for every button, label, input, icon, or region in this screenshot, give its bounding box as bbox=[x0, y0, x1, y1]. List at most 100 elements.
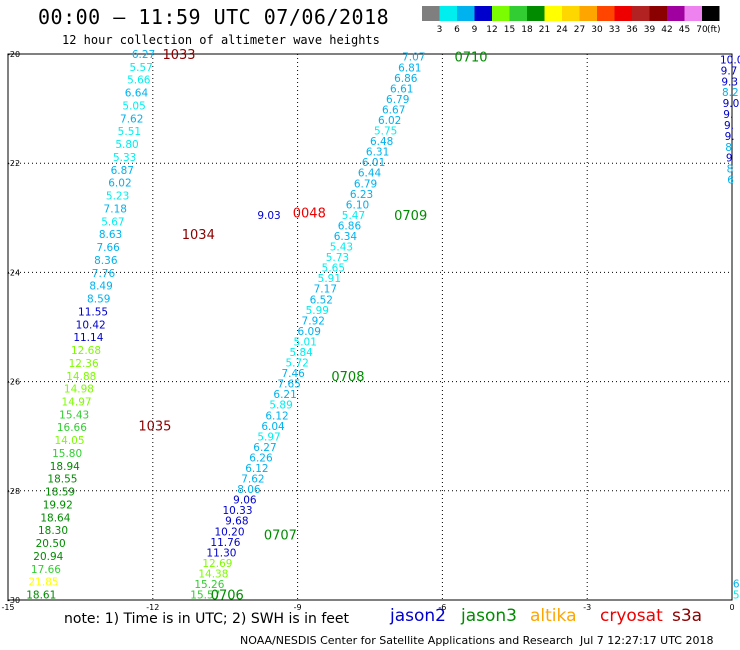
wave-height-label: 9 bbox=[726, 153, 733, 165]
legend-label: 24 bbox=[556, 25, 568, 35]
legend-swatch bbox=[597, 6, 615, 21]
lat-tick-label: -20 bbox=[7, 50, 20, 59]
wave-height-label: 15.26 bbox=[194, 579, 224, 591]
wave-height-label: 5.99 bbox=[306, 305, 329, 317]
legend-label: 39 bbox=[644, 25, 656, 35]
wave-height-label: 10.20 bbox=[214, 526, 244, 538]
pass-time-label: 1035 bbox=[138, 419, 171, 434]
wave-height-label: 14.38 bbox=[198, 568, 228, 580]
legend-label: 27 bbox=[574, 25, 585, 35]
wave-height-label: 5.75 bbox=[374, 126, 397, 138]
wave-height-label: 6.87 bbox=[111, 165, 134, 177]
pass-time-label: 1033 bbox=[162, 48, 195, 63]
wave-height-label: 15.43 bbox=[59, 409, 89, 421]
lon-tick-label: -9 bbox=[294, 603, 302, 612]
wave-height-label: 7.62 bbox=[120, 113, 143, 125]
wave-height-label: 6.86 bbox=[338, 220, 362, 232]
wave-height-label: 7.46 bbox=[281, 368, 305, 380]
wave-height-label: 5.01 bbox=[294, 336, 317, 348]
wave-height-label: 6.52 bbox=[310, 294, 333, 306]
wave-height-label: 6.12 bbox=[265, 410, 288, 422]
wave-height-label: 8 bbox=[727, 164, 734, 176]
legend-swatch bbox=[492, 6, 510, 21]
wave-height-label: 10.42 bbox=[76, 319, 106, 331]
wave-height-label: 9.7 bbox=[721, 65, 738, 77]
wave-height-label: 6.34 bbox=[334, 231, 358, 243]
legend-label: 9 bbox=[472, 25, 478, 35]
wave-height-label: 5.97 bbox=[257, 431, 280, 443]
legend-swatch bbox=[632, 6, 650, 21]
pass-time-label: 0709 bbox=[394, 209, 427, 224]
legend-swatch bbox=[614, 6, 632, 21]
wave-height-label: 6.02 bbox=[378, 115, 401, 127]
wave-height-label: 15.57 bbox=[190, 590, 220, 602]
lon-tick-label: -15 bbox=[1, 603, 14, 612]
pass-time-label: 1034 bbox=[182, 228, 215, 243]
wave-height-label: 6.27 bbox=[132, 49, 155, 61]
wave-height-label: 10.0 bbox=[720, 54, 740, 66]
wave-height-label: 6.48 bbox=[370, 136, 393, 148]
wave-height-label: 5.43 bbox=[330, 242, 353, 254]
wave-height-label: 9. bbox=[725, 131, 735, 143]
legend-label: 33 bbox=[609, 25, 620, 35]
generated-timestamp: Jul 7 12:27:17 UTC 2018 bbox=[580, 634, 714, 647]
wave-height-label: 18.30 bbox=[38, 525, 68, 537]
lon-tick-label: -12 bbox=[146, 603, 159, 612]
legend-swatch bbox=[439, 6, 457, 21]
wave-height-label: 9. bbox=[724, 120, 734, 132]
wave-height-label: 6.64 bbox=[125, 88, 149, 100]
legend-swatch bbox=[422, 6, 440, 21]
wave-height-label: 5.23 bbox=[106, 191, 129, 203]
legend-label: 21 bbox=[539, 25, 550, 35]
wave-height-label: 6.23 bbox=[350, 189, 373, 201]
wave-height-label: 6.67 bbox=[382, 104, 405, 116]
wave-height-label: 7.17 bbox=[314, 284, 337, 296]
lat-tick-label: -26 bbox=[7, 378, 20, 387]
wave-height-label: 21.85 bbox=[29, 577, 59, 589]
legend-label: 36 bbox=[626, 25, 638, 35]
wave-height-label: 12.36 bbox=[69, 358, 99, 370]
wave-height-label: 5.91 bbox=[318, 273, 341, 285]
wave-height-label: 8.36 bbox=[94, 255, 118, 267]
legend-label: 30 bbox=[591, 25, 603, 35]
wave-height-label: 8 bbox=[725, 142, 732, 154]
wave-height-label: 6.02 bbox=[108, 178, 131, 190]
map-frame bbox=[7, 53, 733, 601]
lon-tick-label: -3 bbox=[583, 603, 591, 612]
legend-label: 45 bbox=[679, 25, 690, 35]
legend-label: 18 bbox=[521, 25, 533, 35]
lon-tick-label: 0 bbox=[729, 603, 734, 612]
wave-height-label: 15.80 bbox=[52, 448, 82, 460]
wave-height-label: 9.68 bbox=[225, 516, 248, 528]
legend-swatch bbox=[562, 6, 580, 21]
satellite-name: jason2 bbox=[390, 606, 446, 626]
wave-height-label: 6.61 bbox=[390, 83, 413, 95]
wave-height-label: 9.0 bbox=[723, 98, 740, 110]
wave-height-label: 12.69 bbox=[202, 558, 232, 570]
wave-height-label: 5.73 bbox=[326, 252, 349, 264]
satellite-name: jason3 bbox=[461, 606, 517, 626]
wave-height-label: 19.92 bbox=[43, 499, 73, 511]
wave-height-label: 6.26 bbox=[249, 452, 273, 464]
wave-height-label: 17.66 bbox=[31, 564, 61, 576]
wave-height-label: 5.47 bbox=[342, 210, 365, 222]
legend-unit: (ft) bbox=[707, 25, 721, 35]
wave-height-label: 14.88 bbox=[66, 371, 96, 383]
wave-height-label: 8.2 bbox=[722, 87, 739, 99]
wave-height-label: 9.03 bbox=[257, 210, 280, 222]
wave-height-label: 12.68 bbox=[71, 345, 101, 357]
wave-height-label: 6.04 bbox=[261, 421, 285, 433]
wave-height-label: 6.27 bbox=[253, 442, 276, 454]
wave-height-label: 11.55 bbox=[78, 306, 108, 318]
legend-swatch bbox=[527, 6, 545, 21]
wave-height-label: 5.05 bbox=[122, 100, 145, 112]
wave-height-label: 8.49 bbox=[89, 281, 112, 293]
legend-swatch bbox=[509, 6, 527, 21]
pass-time-label: 0048 bbox=[293, 206, 326, 221]
wave-height-label: 5.80 bbox=[115, 139, 138, 151]
wave-height-label: 5.66 bbox=[127, 75, 151, 87]
wave-height-label: 20.50 bbox=[36, 538, 66, 550]
credit-line: NOAA/NESDIS Center for Satellite Applica… bbox=[240, 634, 574, 647]
satellite-name: altika bbox=[530, 606, 577, 626]
